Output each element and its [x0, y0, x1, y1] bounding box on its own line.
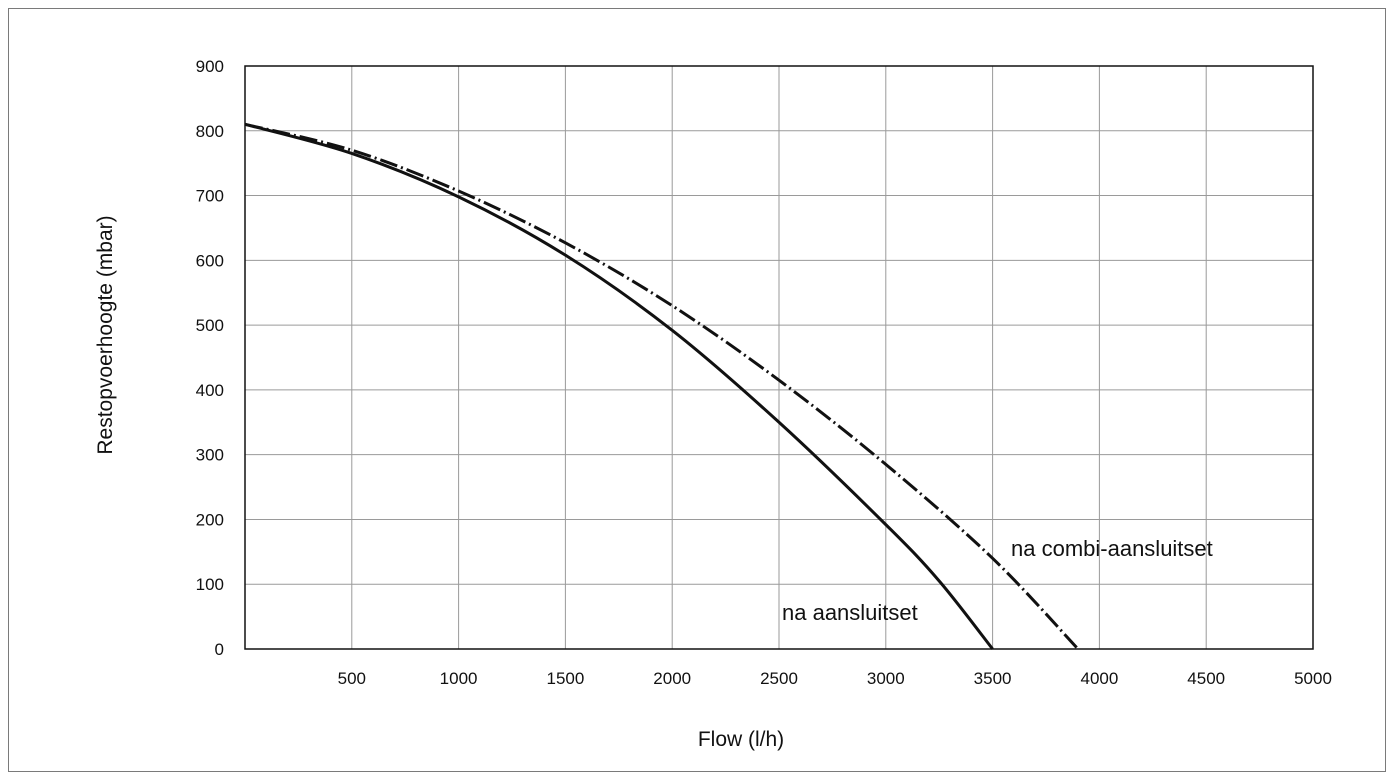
y-tick-label: 500: [196, 316, 224, 335]
series-line-na-aansluitset: [244, 122, 994, 650]
x-axis-title: Flow (l/h): [698, 728, 784, 751]
series-lines: [244, 122, 1080, 651]
plot-area: [244, 65, 1314, 650]
x-tick-labels: 500 1000 1500 2000 2500 3000 3500 4000 4500 5000: [338, 669, 1332, 688]
plot-border: [244, 65, 1314, 650]
y-tick-label: 100: [196, 575, 224, 594]
label-na-aansluitset: na aansluitset: [782, 600, 918, 625]
y-tick-label: 900: [196, 57, 224, 76]
y-tick-label: 800: [196, 122, 224, 141]
label-na-combi-aansluitset: na combi-aansluitset: [1011, 536, 1213, 561]
x-tick-label: 5000: [1294, 669, 1332, 688]
x-tick-label: 1000: [440, 669, 478, 688]
x-tick-label: 3000: [867, 669, 905, 688]
x-tick-label: 3500: [974, 669, 1012, 688]
y-tick-label: 700: [196, 187, 224, 206]
x-tick-label: 1500: [546, 669, 584, 688]
series-line-na-combi-aansluitset: [244, 122, 1080, 651]
y-tick-label: 300: [196, 446, 224, 465]
y-tick-label: 600: [196, 251, 224, 270]
x-tick-label: 2500: [760, 669, 798, 688]
y-axis-title: Restopvoerhoogte (mbar): [94, 215, 117, 454]
x-tick-label: 4000: [1080, 669, 1118, 688]
x-tick-label: 2000: [653, 669, 691, 688]
y-tick-label: 400: [196, 381, 224, 400]
x-tick-label: 500: [338, 669, 366, 688]
x-tick-label: 4500: [1187, 669, 1225, 688]
grid: [245, 65, 1314, 650]
y-tick-label: 0: [215, 640, 224, 659]
y-tick-labels: 0 100 200 300 400 500 600 700 800 900: [196, 57, 224, 659]
y-tick-label: 200: [196, 510, 224, 529]
